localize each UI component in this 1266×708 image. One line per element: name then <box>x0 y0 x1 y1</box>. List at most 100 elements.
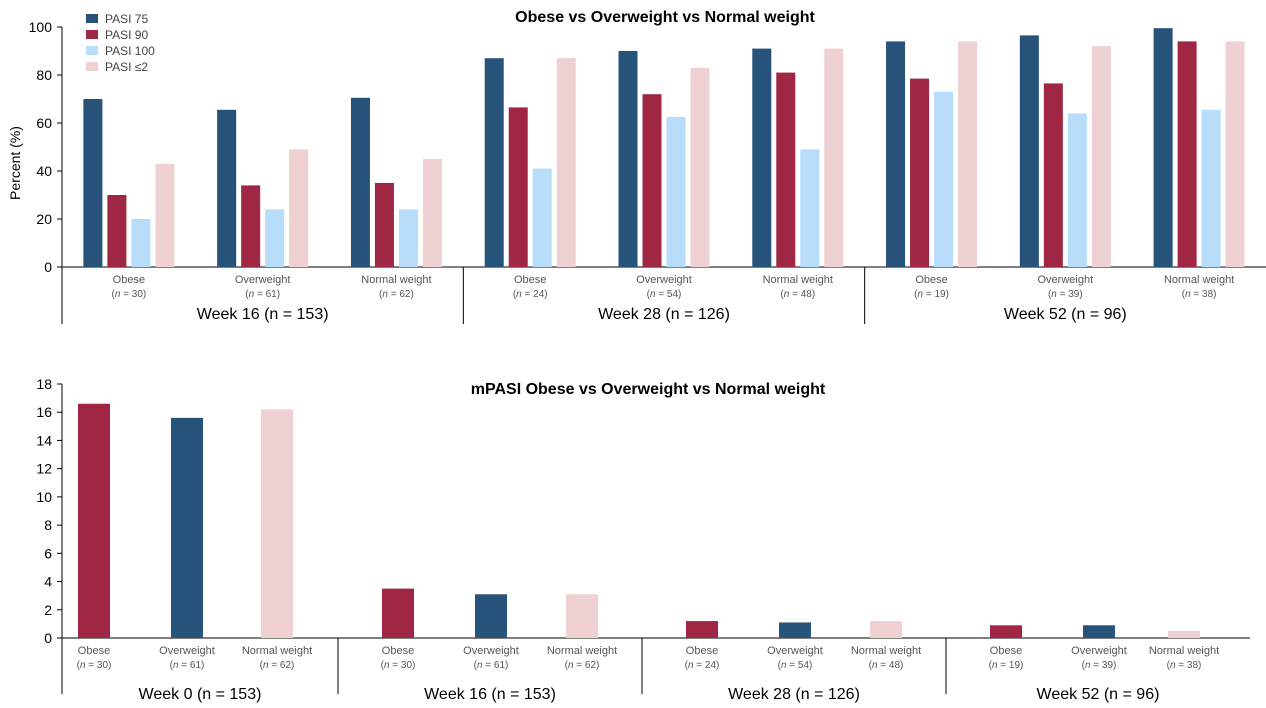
bottom-category-n-label: (n = 30) <box>381 660 416 671</box>
bottom-bar <box>1168 630 1200 638</box>
top-category-label: Obese <box>915 274 947 286</box>
bottom-y-tick-label: 12 <box>36 461 52 477</box>
top-bar <box>398 209 418 267</box>
top-bar <box>752 48 772 267</box>
top-category-n-label: (n = 38) <box>1182 289 1217 300</box>
top-bar <box>107 195 127 267</box>
top-bar <box>958 41 978 268</box>
top-bar <box>910 78 930 267</box>
top-bar <box>289 149 309 267</box>
top-category-n-label: (n = 54) <box>647 289 682 300</box>
top-week-label: Week 52 (n = 96) <box>1004 306 1127 323</box>
top-category-label: Normal weight <box>361 274 431 286</box>
bottom-category-n-label: (n = 30) <box>77 660 112 671</box>
bottom-category-label: Normal weight <box>851 645 921 657</box>
top-y-tick-label: 80 <box>36 67 52 83</box>
bottom-y-tick-label: 16 <box>36 404 52 420</box>
bottom-category-label: Normal weight <box>242 645 312 657</box>
bottom-y-tick-label: 6 <box>44 545 52 561</box>
legend-swatch <box>86 30 98 39</box>
legend-swatch <box>86 62 98 71</box>
bottom-week-label: Week 52 (n = 96) <box>1037 686 1160 703</box>
bottom-category-label: Normal weight <box>547 645 617 657</box>
legend-label: PASI 90 <box>105 28 148 42</box>
bottom-category-n-label: (n = 19) <box>989 660 1024 671</box>
legend-swatch <box>86 46 98 55</box>
bottom-category-n-label: (n = 24) <box>685 660 720 671</box>
top-category-label: Overweight <box>1038 274 1094 286</box>
bottom-category-n-label: (n = 62) <box>260 660 295 671</box>
top-category-n-label: (n = 30) <box>112 289 147 300</box>
legend-label: PASI 75 <box>105 12 148 26</box>
bottom-bar <box>566 594 598 638</box>
top-category-n-label: (n = 48) <box>780 289 815 300</box>
top-chart-title: Obese vs Overweight vs Normal weight <box>515 9 815 26</box>
bottom-bar <box>382 588 414 638</box>
top-bar <box>934 91 954 267</box>
bottom-bar <box>78 403 110 638</box>
top-bar <box>350 97 370 267</box>
top-bar <box>217 109 237 267</box>
legend-swatch <box>86 14 98 23</box>
top-y-tick-label: 40 <box>36 163 52 179</box>
top-bar <box>886 41 906 268</box>
bottom-week-label: Week 28 (n = 126) <box>728 686 860 703</box>
top-bar <box>1177 41 1197 268</box>
bottom-y-tick-label: 10 <box>36 489 52 505</box>
bottom-category-label: Overweight <box>767 645 823 657</box>
top-bar <box>508 107 528 268</box>
top-bar <box>1201 109 1221 267</box>
bottom-bar <box>171 417 203 638</box>
bottom-category-n-label: (n = 61) <box>170 660 205 671</box>
top-bar <box>265 209 285 267</box>
bottom-category-label: Overweight <box>463 645 519 657</box>
bottom-category-n-label: (n = 39) <box>1082 660 1117 671</box>
top-y-tick-label: 0 <box>44 259 52 275</box>
bottom-week-label: Week 0 (n = 153) <box>139 686 262 703</box>
bottom-category-label: Obese <box>382 645 414 657</box>
bottom-category-n-label: (n = 48) <box>869 660 904 671</box>
bottom-bar <box>990 625 1022 638</box>
bottom-category-n-label: (n = 61) <box>474 660 509 671</box>
top-category-label: Overweight <box>235 274 291 286</box>
bottom-category-label: Overweight <box>159 645 215 657</box>
top-bar <box>131 219 151 267</box>
top-bar <box>1043 83 1063 268</box>
bottom-y-tick-label: 18 <box>36 376 52 392</box>
top-bar <box>776 72 796 267</box>
bottom-y-tick-label: 2 <box>44 602 52 618</box>
top-category-n-label: (n = 19) <box>914 289 949 300</box>
top-bar <box>83 99 103 267</box>
bottom-bar <box>870 621 902 638</box>
top-category-label: Overweight <box>636 274 692 286</box>
bottom-category-label: Obese <box>78 645 110 657</box>
top-week-label: Week 16 (n = 153) <box>197 306 329 323</box>
bottom-y-tick-label: 4 <box>44 574 52 590</box>
bottom-category-n-label: (n = 62) <box>565 660 600 671</box>
bottom-category-label: Obese <box>686 645 718 657</box>
top-category-label: Normal weight <box>763 274 833 286</box>
bottom-chart: mPASI Obese vs Overweight vs Normal weig… <box>36 376 1250 703</box>
bottom-bar <box>686 621 718 638</box>
top-chart: Obese vs Overweight vs Normal weight Per… <box>7 9 1266 324</box>
legend-label: PASI 100 <box>105 44 155 58</box>
bottom-category-label: Normal weight <box>1149 645 1219 657</box>
top-bar <box>1019 35 1039 268</box>
top-category-label: Normal weight <box>1164 274 1234 286</box>
top-bar <box>532 168 552 267</box>
top-bar <box>1067 113 1087 268</box>
top-bar <box>374 183 394 267</box>
top-bar <box>800 149 820 267</box>
bottom-category-n-label: (n = 54) <box>778 660 813 671</box>
top-bar <box>155 163 175 267</box>
bottom-bar <box>779 622 811 638</box>
bottom-category-label: Overweight <box>1071 645 1127 657</box>
top-y-tick-label: 60 <box>36 115 52 131</box>
top-bar <box>422 159 442 267</box>
top-bar <box>666 117 686 267</box>
bottom-bar <box>261 409 293 638</box>
top-bar <box>824 48 844 267</box>
top-bar <box>1225 41 1245 268</box>
bottom-y-tick-label: 14 <box>36 432 52 448</box>
